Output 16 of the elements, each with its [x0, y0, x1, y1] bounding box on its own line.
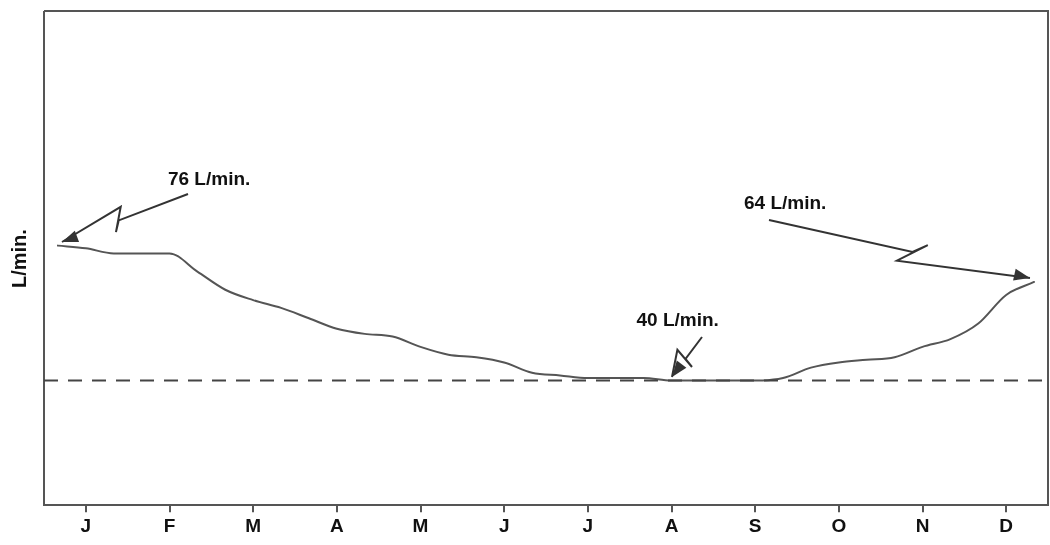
x-tick-label: A — [329, 514, 344, 536]
x-tick-label: S — [748, 514, 762, 536]
text: 76 L/min. — [167, 167, 251, 190]
x-tick-label: O — [831, 514, 847, 536]
x-tick-label: J — [80, 514, 92, 536]
x-tick-label: M — [412, 514, 429, 536]
y-axis-title: L/min. — [7, 229, 30, 289]
x-tick-label: J — [582, 514, 594, 536]
x-tick-label: F — [163, 514, 176, 536]
x-tick-label: D — [999, 514, 1014, 536]
text: 64 L/min. — [744, 191, 827, 214]
x-tick-label: N — [915, 514, 930, 536]
x-tick-label: M — [245, 514, 262, 536]
x-tick-label: J — [498, 514, 510, 536]
x-tick-label: A — [664, 514, 679, 536]
annotation: 40 L/min. — [636, 308, 719, 331]
